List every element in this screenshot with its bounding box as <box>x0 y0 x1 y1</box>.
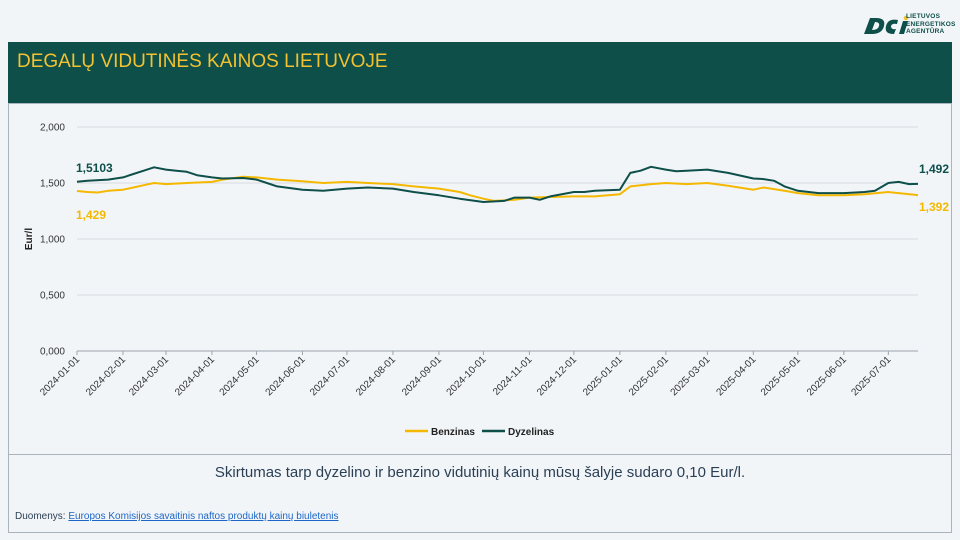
y-tick-label: 0,000 <box>40 347 65 358</box>
x-tick-label: 2025-02-01 <box>627 354 671 398</box>
x-tick-label: 2024-11-01 <box>491 354 535 398</box>
x-tick-label: 2024-09-01 <box>400 354 444 398</box>
y-tick-label: 0,500 <box>40 291 65 302</box>
x-tick-label: 2024-07-01 <box>308 354 352 398</box>
y-tick-label: 2,000 <box>40 123 65 134</box>
lea-logo-text: LIETUVOS ENERGETIKOS AGENTŪRA <box>906 13 956 36</box>
x-tick-label: 2024-01-01 <box>38 354 82 398</box>
x-tick-label: 2024-02-01 <box>84 354 128 398</box>
series-end-label: 1,392 <box>919 200 949 214</box>
title-bar: DEGALŲ VIDUTINĖS KAINOS LIETUVOJE <box>8 42 952 103</box>
series-line-benzinas <box>76 175 919 202</box>
x-tick-label: 2025-06-01 <box>805 354 849 398</box>
series-line-dyzelinas <box>76 165 919 203</box>
legend-label: Benzinas <box>431 427 475 438</box>
x-tick-label: 2025-05-01 <box>759 354 803 398</box>
y-axis-label: Eur/l <box>24 228 35 250</box>
x-tick-label: 2024-05-01 <box>218 354 262 398</box>
y-tick-label: 1,000 <box>40 235 65 246</box>
series-end-label: 1,492 <box>919 162 949 176</box>
page-title: DEGALŲ VIDUTINĖS KAINOS LIETUVOJE <box>17 51 388 72</box>
divider <box>8 454 952 455</box>
x-tick-label: 2025-07-01 <box>850 354 894 398</box>
x-tick-label: 2025-04-01 <box>715 354 759 398</box>
x-tick-label: 2024-04-01 <box>173 354 217 398</box>
summary-text: Skirtumas tarp dyzelino ir benzino vidut… <box>214 464 746 481</box>
logo-line: AGENTŪRA <box>906 28 945 35</box>
chart-panel <box>8 103 952 533</box>
source-link[interactable]: Europos Komisijos savaitinis naftos prod… <box>68 511 339 522</box>
x-tick-label: 2025-01-01 <box>581 354 625 398</box>
series-start-label: 1,5103 <box>76 161 113 175</box>
x-tick-label: 2024-10-01 <box>445 354 489 398</box>
x-tick-label: 2024-12-01 <box>535 354 579 398</box>
x-tick-label: 2024-08-01 <box>354 354 398 398</box>
logo-line: ENERGETIKOS <box>906 20 956 28</box>
legend-label: Dyzelinas <box>508 427 555 438</box>
source-prefix: Duomenys: <box>15 511 69 522</box>
y-tick-label: 1,500 <box>40 179 65 190</box>
x-tick-label: 2024-06-01 <box>264 354 308 398</box>
series-start-label: 1,429 <box>76 208 106 222</box>
logo-line: LIETUVOS <box>906 13 941 20</box>
source-note: Duomenys: Europos Komisijos savaitinis n… <box>15 511 339 522</box>
x-tick-label: 2025-03-01 <box>669 354 713 398</box>
lea-logo-icon <box>864 15 909 34</box>
x-tick-label: 2024-03-01 <box>127 354 171 398</box>
